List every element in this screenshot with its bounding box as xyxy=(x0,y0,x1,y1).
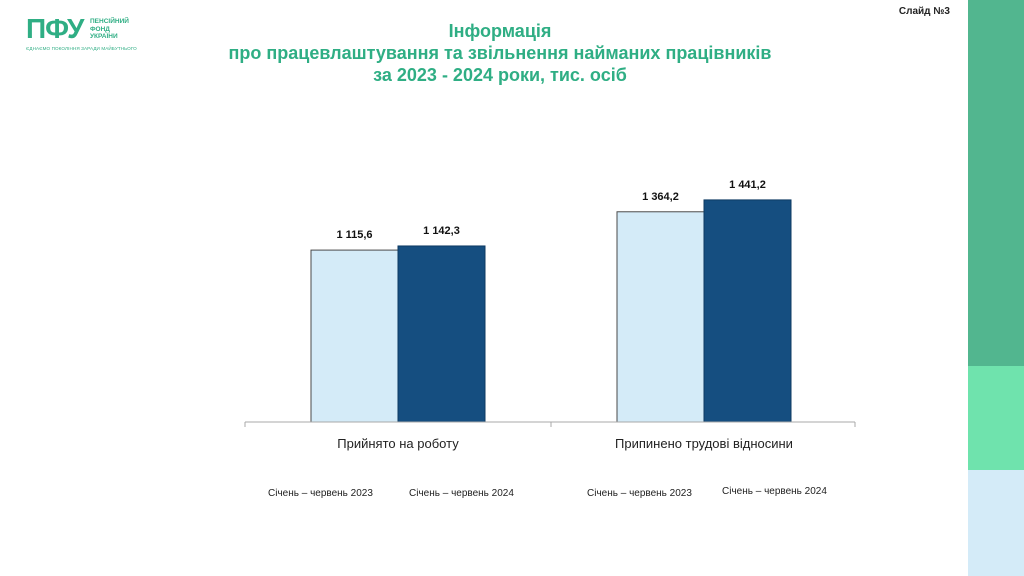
data-label: 1 364,2 xyxy=(642,191,679,203)
slide-title: Інформація про працевлаштування та звіль… xyxy=(150,20,850,86)
decorative-sidebar xyxy=(968,0,1024,576)
pfu-logo: ПФУ ПЕНСІЙНИЙ ФОНД УКРАЇНИ ЄДНАЄМО ПОКОЛ… xyxy=(26,13,146,56)
slide-number: Слайд №3 xyxy=(898,6,950,17)
data-label: 1 142,3 xyxy=(423,225,460,237)
logo-line: УКРАЇНИ xyxy=(90,33,118,40)
bar-2023 xyxy=(616,211,705,423)
sidebar-segment-bottom xyxy=(968,470,1024,576)
logo-abbreviation: ПФУ xyxy=(26,13,84,44)
logo-line: ФОНД xyxy=(90,25,110,33)
sidebar-segment-middle xyxy=(968,366,1024,470)
title-line: про працевлаштування та звільнення найма… xyxy=(228,43,772,63)
data-label: 1 441,2 xyxy=(729,179,766,191)
logo-tagline: ЄДНАЄМО ПОКОЛІННЯ ЗАРАДИ МАЙБУТНЬОГО xyxy=(26,46,137,51)
legend-label-2023: Січень – червень 2023 xyxy=(587,488,692,499)
title-line: за 2023 - 2024 роки, тис. осіб xyxy=(373,65,627,85)
legend-label-2023: Січень – червень 2023 xyxy=(268,488,373,499)
bar-2024 xyxy=(703,199,792,423)
logo-line: ПЕНСІЙНИЙ xyxy=(90,18,129,25)
bar-2024 xyxy=(397,245,486,423)
bar-2023 xyxy=(310,249,399,423)
data-label: 1 115,6 xyxy=(336,229,372,241)
category-label: Прийнято на роботу xyxy=(337,436,459,451)
sidebar-segment-top xyxy=(968,0,1024,366)
logo-full-name: ПЕНСІЙНИЙ ФОНД УКРАЇНИ xyxy=(90,18,129,41)
legend-label-2024: Січень – червень 2024 xyxy=(722,486,827,497)
legend-label-2024: Січень – червень 2024 xyxy=(409,488,514,499)
title-line: Інформація xyxy=(448,21,552,41)
category-label: Припинено трудові відносини xyxy=(615,436,793,451)
